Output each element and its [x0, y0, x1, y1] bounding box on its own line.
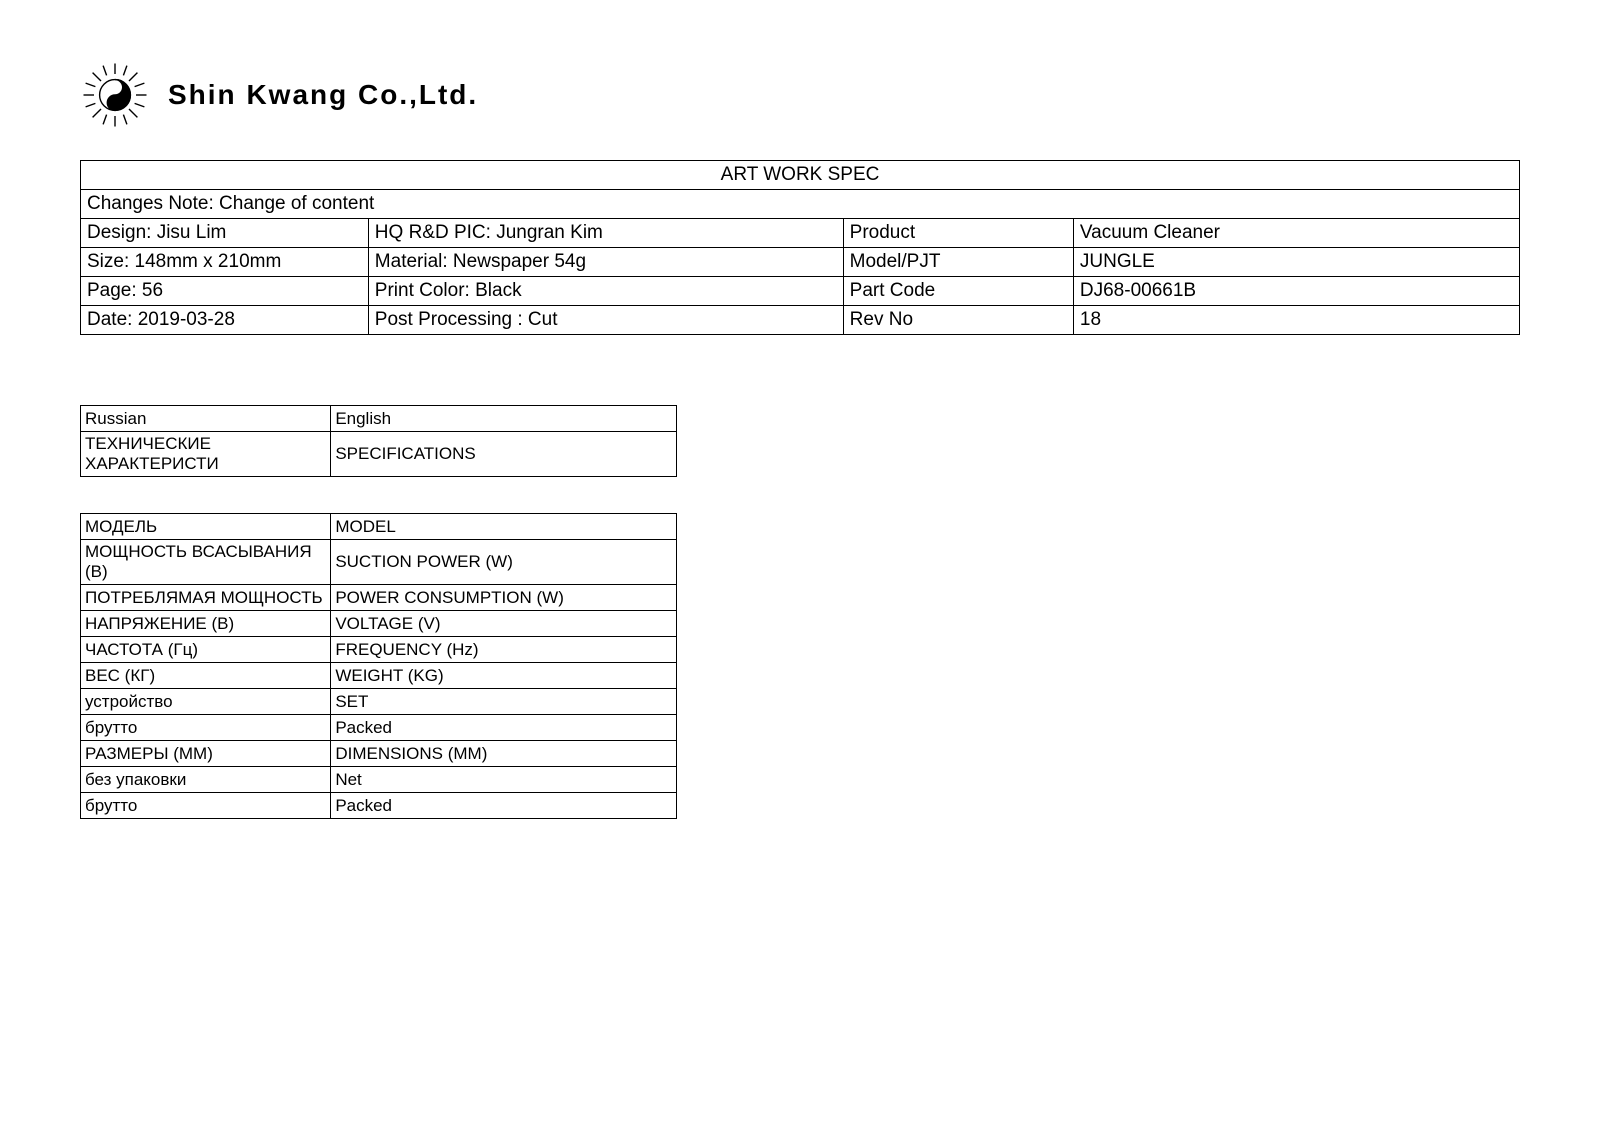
table-row: НАПРЯЖЕНИЕ (В)VOLTAGE (V) [81, 611, 677, 637]
table-row: устройствоSET [81, 689, 677, 715]
lang-header-en: English [331, 406, 677, 432]
table-row: Date: 2019-03-28 Post Processing : Cut R… [81, 306, 1520, 335]
term-en: SUCTION POWER (W) [331, 540, 677, 585]
spec-cell: Vacuum Cleaner [1073, 219, 1519, 248]
spec-cell: Model/PJT [843, 248, 1073, 277]
table-row: без упаковкиNet [81, 767, 677, 793]
term-ru: ЧАСТОТА (Гц) [81, 637, 331, 663]
table-row: Design: Jisu Lim HQ R&D PIC: Jungran Kim… [81, 219, 1520, 248]
table-row: МОДЕЛЬMODEL [81, 514, 677, 540]
company-logo-icon [80, 60, 150, 130]
table-row: бруттоPacked [81, 793, 677, 819]
changes-note: Changes Note: Change of content [81, 190, 1520, 219]
term-en: SET [331, 689, 677, 715]
spec-cell: Date: 2019-03-28 [81, 306, 369, 335]
spec-cell: HQ R&D PIC: Jungran Kim [368, 219, 843, 248]
term-ru: РАЗМЕРЫ (ММ) [81, 741, 331, 767]
spec-cell: Material: Newspaper 54g [368, 248, 843, 277]
table-row: ПОТРЕБЛЯМАЯ МОЩНОСТЬPOWER CONSUMPTION (W… [81, 585, 677, 611]
table-row: МОЩНОСТЬ ВСАСЫВАНИЯ (В)SUCTION POWER (W) [81, 540, 677, 585]
term-ru: ПОТРЕБЛЯМАЯ МОЩНОСТЬ [81, 585, 331, 611]
table-row: ЧАСТОТА (Гц)FREQUENCY (Hz) [81, 637, 677, 663]
translation-block: Russian English ТЕХНИЧЕСКИЕ ХАРАКТЕРИСТИ… [80, 405, 677, 819]
spec-cell: Page: 56 [81, 277, 369, 306]
table-row: Page: 56 Print Color: Black Part Code DJ… [81, 277, 1520, 306]
spec-cell: Post Processing : Cut [368, 306, 843, 335]
term-en: FREQUENCY (Hz) [331, 637, 677, 663]
spec-title: ART WORK SPEC [81, 161, 1520, 190]
term-ru: ВЕС (КГ) [81, 663, 331, 689]
term-en: VOLTAGE (V) [331, 611, 677, 637]
term-en: Net [331, 767, 677, 793]
section-title-ru: ТЕХНИЧЕСКИЕ ХАРАКТЕРИСТИ [81, 432, 331, 477]
term-ru: без упаковки [81, 767, 331, 793]
table-row: Size: 148mm x 210mm Material: Newspaper … [81, 248, 1520, 277]
section-title-en: SPECIFICATIONS [331, 432, 677, 477]
company-name: Shin Kwang Co.,Ltd. [168, 79, 478, 111]
header: Shin Kwang Co.,Ltd. [80, 60, 1520, 130]
spec-cell: Product [843, 219, 1073, 248]
term-en: DIMENSIONS (MM) [331, 741, 677, 767]
term-en: Packed [331, 793, 677, 819]
term-en: WEIGHT (KG) [331, 663, 677, 689]
term-ru: устройство [81, 689, 331, 715]
term-en: MODEL [331, 514, 677, 540]
spec-cell: Part Code [843, 277, 1073, 306]
spec-cell: Size: 148mm x 210mm [81, 248, 369, 277]
translation-terms-table: МОДЕЛЬMODEL МОЩНОСТЬ ВСАСЫВАНИЯ (В)SUCTI… [80, 513, 677, 819]
spec-cell: 18 [1073, 306, 1519, 335]
translation-header-table: Russian English ТЕХНИЧЕСКИЕ ХАРАКТЕРИСТИ… [80, 405, 677, 477]
table-row: Russian English [81, 406, 677, 432]
spec-cell: Rev No [843, 306, 1073, 335]
term-ru: НАПРЯЖЕНИЕ (В) [81, 611, 331, 637]
term-en: Packed [331, 715, 677, 741]
table-row: ВЕС (КГ)WEIGHT (KG) [81, 663, 677, 689]
term-ru: МОДЕЛЬ [81, 514, 331, 540]
table-row: ТЕХНИЧЕСКИЕ ХАРАКТЕРИСТИ SPECIFICATIONS [81, 432, 677, 477]
term-ru: МОЩНОСТЬ ВСАСЫВАНИЯ (В) [81, 540, 331, 585]
term-ru: брутто [81, 715, 331, 741]
spec-cell: DJ68-00661B [1073, 277, 1519, 306]
lang-header-ru: Russian [81, 406, 331, 432]
term-en: POWER CONSUMPTION (W) [331, 585, 677, 611]
spec-cell: Print Color: Black [368, 277, 843, 306]
term-ru: брутто [81, 793, 331, 819]
artwork-spec-table: ART WORK SPEC Changes Note: Change of co… [80, 160, 1520, 335]
spec-cell: JUNGLE [1073, 248, 1519, 277]
spec-cell: Design: Jisu Lim [81, 219, 369, 248]
table-row: РАЗМЕРЫ (ММ)DIMENSIONS (MM) [81, 741, 677, 767]
table-row: бруттоPacked [81, 715, 677, 741]
